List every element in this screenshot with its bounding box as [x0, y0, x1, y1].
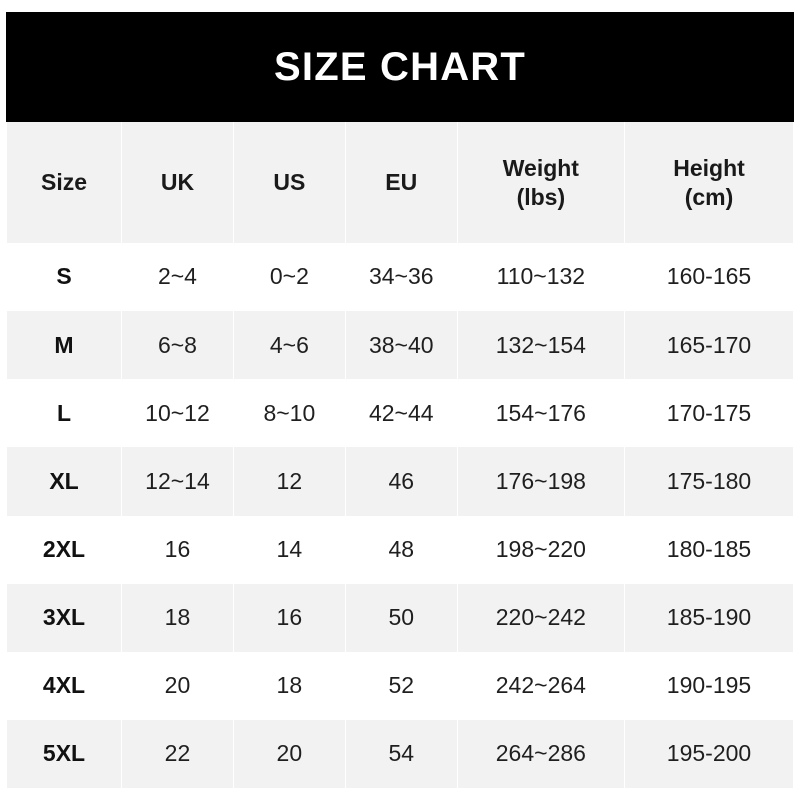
- column-header-height-line1: Height: [673, 155, 745, 182]
- column-header-height-line2: (cm): [684, 183, 734, 210]
- cell-weight: 198~220: [457, 515, 625, 584]
- cell-eu: 34~36: [345, 243, 457, 312]
- cell-height: 185-190: [625, 583, 793, 652]
- cell-us: 0~2: [233, 243, 345, 312]
- cell-size: 2XL: [7, 515, 122, 584]
- cell-height: 190-195: [625, 651, 793, 720]
- page-title: SIZE CHART: [274, 45, 526, 89]
- column-header-size: Size: [7, 122, 122, 243]
- column-header-weight-line2: (lbs): [516, 183, 566, 210]
- column-header-eu-line1: EU: [385, 169, 418, 196]
- cell-us: 14: [233, 515, 345, 584]
- cell-size: L: [7, 379, 122, 448]
- cell-uk: 16: [122, 515, 233, 584]
- table-body: S 2~4 0~2 34~36 110~132 160-165 M 6~8 4~…: [7, 243, 793, 788]
- column-header-uk-line1: UK: [160, 169, 195, 196]
- table-row: 3XL 18 16 50 220~242 185-190: [7, 583, 793, 652]
- column-header-eu: EU: [345, 122, 457, 243]
- table-row: 2XL 16 14 48 198~220 180-185: [7, 515, 793, 584]
- cell-eu: 48: [345, 515, 457, 584]
- cell-eu: 54: [345, 719, 457, 788]
- table-row: 5XL 22 20 54 264~286 195-200: [7, 719, 793, 788]
- cell-weight: 132~154: [457, 311, 625, 380]
- cell-height: 195-200: [625, 719, 793, 788]
- column-header-weight: Weight (lbs): [457, 122, 625, 243]
- cell-eu: 50: [345, 583, 457, 652]
- column-header-weight-line1: Weight: [502, 155, 579, 182]
- cell-weight: 220~242: [457, 583, 625, 652]
- cell-height: 165-170: [625, 311, 793, 380]
- cell-eu: 42~44: [345, 379, 457, 448]
- cell-uk: 6~8: [122, 311, 233, 380]
- cell-uk: 12~14: [122, 447, 233, 516]
- cell-weight: 110~132: [457, 243, 625, 312]
- cell-us: 16: [233, 583, 345, 652]
- cell-eu: 46: [345, 447, 457, 516]
- cell-weight: 264~286: [457, 719, 625, 788]
- cell-size: 5XL: [7, 719, 122, 788]
- cell-height: 180-185: [625, 515, 793, 584]
- cell-uk: 2~4: [122, 243, 233, 312]
- cell-eu: 52: [345, 651, 457, 720]
- cell-weight: 176~198: [457, 447, 625, 516]
- size-chart-banner: SIZE CHART: [6, 12, 794, 122]
- cell-uk: 10~12: [122, 379, 233, 448]
- cell-uk: 22: [122, 719, 233, 788]
- cell-uk: 18: [122, 583, 233, 652]
- table-header-row: Size UK US EU Weight (lbs) Height (cm): [7, 122, 793, 243]
- cell-us: 18: [233, 651, 345, 720]
- cell-size: M: [7, 311, 122, 380]
- cell-size: S: [7, 243, 122, 312]
- table-row: XL 12~14 12 46 176~198 175-180: [7, 447, 793, 516]
- cell-size: 4XL: [7, 651, 122, 720]
- cell-size: XL: [7, 447, 122, 516]
- cell-us: 20: [233, 719, 345, 788]
- column-header-us: US: [233, 122, 345, 243]
- cell-uk: 20: [122, 651, 233, 720]
- cell-us: 8~10: [233, 379, 345, 448]
- column-header-height: Height (cm): [625, 122, 793, 243]
- table-row: 4XL 20 18 52 242~264 190-195: [7, 651, 793, 720]
- column-header-uk: UK: [122, 122, 233, 243]
- table-row: M 6~8 4~6 38~40 132~154 165-170: [7, 311, 793, 380]
- cell-height: 175-180: [625, 447, 793, 516]
- cell-weight: 242~264: [457, 651, 625, 720]
- cell-height: 170-175: [625, 379, 793, 448]
- size-chart-table: Size UK US EU Weight (lbs) Height (cm): [6, 122, 794, 788]
- column-header-size-line1: Size: [40, 169, 88, 196]
- cell-weight: 154~176: [457, 379, 625, 448]
- column-header-us-line1: US: [273, 169, 306, 196]
- cell-size: 3XL: [7, 583, 122, 652]
- cell-us: 12: [233, 447, 345, 516]
- cell-height: 160-165: [625, 243, 793, 312]
- table-row: S 2~4 0~2 34~36 110~132 160-165: [7, 243, 793, 312]
- table-row: L 10~12 8~10 42~44 154~176 170-175: [7, 379, 793, 448]
- cell-eu: 38~40: [345, 311, 457, 380]
- table-header: Size UK US EU Weight (lbs) Height (cm): [7, 122, 793, 243]
- cell-us: 4~6: [233, 311, 345, 380]
